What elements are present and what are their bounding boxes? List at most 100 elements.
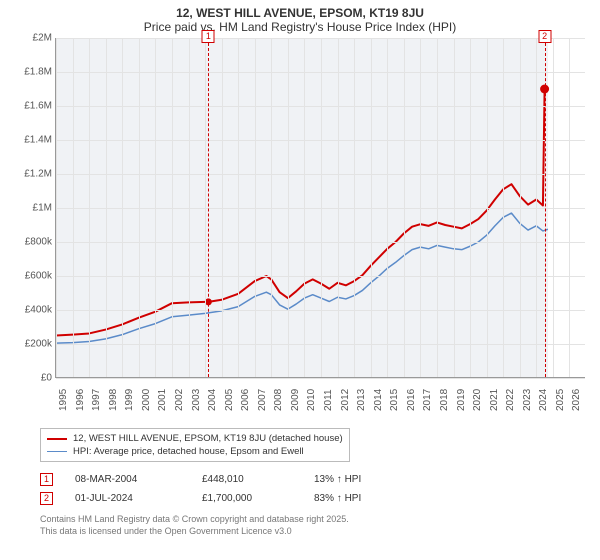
- x-axis-label: 2005: [224, 389, 235, 411]
- y-axis-label: £1.4M: [2, 135, 52, 146]
- x-axis-label: 2026: [571, 389, 582, 411]
- y-axis-label: £200k: [2, 339, 52, 350]
- x-axis-label: 2014: [373, 389, 384, 411]
- legend-swatch: [47, 438, 67, 440]
- marker-box-2: 2: [538, 30, 551, 43]
- x-axis-label: 2006: [240, 389, 251, 411]
- legend-item: 12, WEST HILL AVENUE, EPSOM, KT19 8JU (d…: [47, 432, 343, 445]
- gridline-v: [470, 38, 471, 377]
- gridline-v: [73, 38, 74, 377]
- y-axis-label: £1.6M: [2, 101, 52, 112]
- y-axis-label: £0: [2, 373, 52, 384]
- transaction-pct: 83% ↑ HPI: [314, 493, 361, 504]
- y-axis-label: £800k: [2, 237, 52, 248]
- title-address: 12, WEST HILL AVENUE, EPSOM, KT19 8JU: [0, 6, 600, 20]
- x-axis-label: 1997: [91, 389, 102, 411]
- transaction-row: 2 01-JUL-2024 £1,700,000 83% ↑ HPI: [40, 489, 570, 508]
- gridline-v: [387, 38, 388, 377]
- marker-line-2: [545, 38, 546, 377]
- chart-area: 12 £0 £200k £400k £600k £800k £1M £1.2M £1.4M £1…: [0, 38, 600, 418]
- series-hpi: [56, 213, 548, 343]
- copyright-line1: Contains HM Land Registry data © Crown c…: [40, 514, 570, 526]
- x-axis-label: 2001: [157, 389, 168, 411]
- x-axis-label: 2008: [273, 389, 284, 411]
- gridline-v: [255, 38, 256, 377]
- legend-label: HPI: Average price, detached house, Epso…: [73, 446, 304, 457]
- transactions-table: 108-MAR-2004£448,01013% ↑ HPI 2 01-JUL-202…: [40, 470, 570, 508]
- gridline-v: [321, 38, 322, 377]
- gridline-v: [520, 38, 521, 377]
- x-axis-label: 2003: [191, 389, 202, 411]
- x-axis-label: 2011: [323, 389, 334, 411]
- copyright-line2: This data is licensed under the Open Gov…: [40, 526, 570, 538]
- x-axis-label: 2019: [456, 389, 467, 411]
- transaction-marker-box: 1: [40, 473, 53, 486]
- x-axis-label: 1998: [108, 389, 119, 411]
- title-subtitle: Price paid vs. HM Land Registry's House …: [0, 20, 600, 34]
- transaction-date: 01-JUL-2024: [75, 493, 180, 504]
- gridline-v: [354, 38, 355, 377]
- x-axis-label: 2018: [439, 389, 450, 411]
- y-axis-label: £400k: [2, 305, 52, 316]
- x-axis-label: 1995: [58, 389, 69, 411]
- plot-area: 12: [55, 38, 585, 378]
- series-property: [56, 89, 545, 336]
- copyright: Contains HM Land Registry data © Crown c…: [40, 514, 570, 537]
- x-axis-label: 2009: [290, 389, 301, 411]
- y-axis-label: £2M: [2, 33, 52, 44]
- gridline-v: [288, 38, 289, 377]
- gridline-v: [503, 38, 504, 377]
- gridline-v: [371, 38, 372, 377]
- x-axis-label: 2024: [538, 389, 549, 411]
- x-axis-label: 2016: [406, 389, 417, 411]
- x-axis-label: 2021: [489, 389, 500, 411]
- x-axis-label: 2012: [340, 389, 351, 411]
- gridline-v: [155, 38, 156, 377]
- gridline-v: [338, 38, 339, 377]
- title-block: 12, WEST HILL AVENUE, EPSOM, KT19 8JU Pr…: [0, 0, 600, 36]
- transaction-marker-box: 2: [40, 492, 53, 505]
- transaction-row: 108-MAR-2004£448,01013% ↑ HPI: [40, 470, 570, 489]
- gridline-v: [106, 38, 107, 377]
- y-axis-label: £1.8M: [2, 67, 52, 78]
- x-axis-label: 2002: [174, 389, 185, 411]
- legend: 12, WEST HILL AVENUE, EPSOM, KT19 8JU (d…: [40, 428, 350, 462]
- gridline-v: [437, 38, 438, 377]
- gridline-h: [56, 378, 585, 379]
- x-axis-label: 2022: [505, 389, 516, 411]
- gridline-v: [569, 38, 570, 377]
- gridline-v: [454, 38, 455, 377]
- x-axis-label: 2025: [555, 389, 566, 411]
- gridline-v: [172, 38, 173, 377]
- x-axis-label: 2020: [472, 389, 483, 411]
- marker-line-1: [208, 38, 209, 377]
- x-axis-label: 1996: [75, 389, 86, 411]
- gridline-v: [404, 38, 405, 377]
- gridline-v: [139, 38, 140, 377]
- x-axis-label: 2017: [422, 389, 433, 411]
- x-axis-label: 2013: [356, 389, 367, 411]
- x-axis-label: 1999: [124, 389, 135, 411]
- gridline-v: [271, 38, 272, 377]
- y-axis-label: £600k: [2, 271, 52, 282]
- gridline-v: [222, 38, 223, 377]
- x-axis-label: 2007: [257, 389, 268, 411]
- x-axis-label: 2023: [522, 389, 533, 411]
- gridline-v: [205, 38, 206, 377]
- y-axis-label: £1.2M: [2, 169, 52, 180]
- gridline-v: [304, 38, 305, 377]
- gridline-v: [536, 38, 537, 377]
- chart-container: 12, WEST HILL AVENUE, EPSOM, KT19 8JU Pr…: [0, 0, 600, 560]
- transaction-price: £1,700,000: [202, 493, 292, 504]
- x-axis-label: 2000: [141, 389, 152, 411]
- gridline-v: [122, 38, 123, 377]
- gridline-v: [553, 38, 554, 377]
- below-chart: 12, WEST HILL AVENUE, EPSOM, KT19 8JU (d…: [40, 428, 570, 537]
- marker-box-1: 1: [202, 30, 215, 43]
- legend-item: HPI: Average price, detached house, Epso…: [47, 445, 343, 458]
- gridline-v: [56, 38, 57, 377]
- gridline-v: [89, 38, 90, 377]
- transaction-pct: 13% ↑ HPI: [314, 474, 361, 485]
- gridline-v: [189, 38, 190, 377]
- y-axis-label: £1M: [2, 203, 52, 214]
